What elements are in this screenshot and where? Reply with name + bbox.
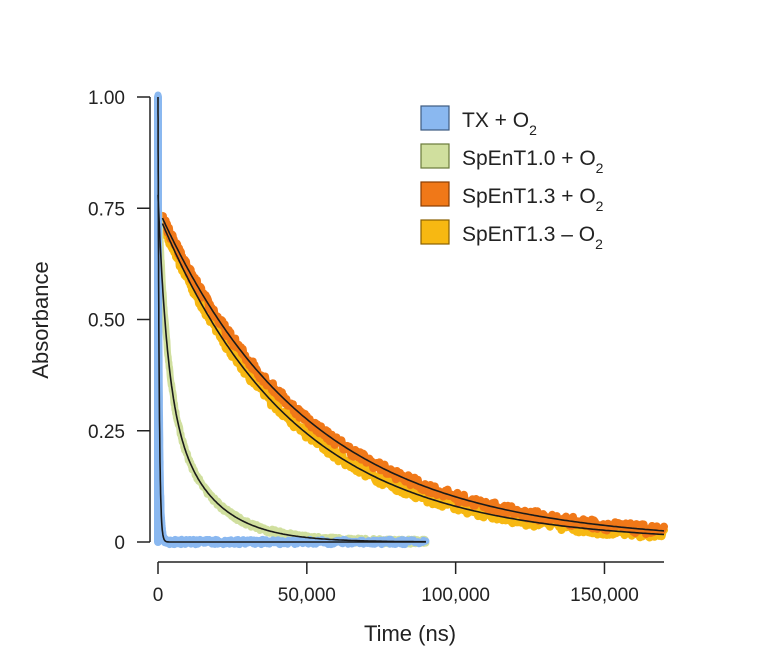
series-fit-curve <box>161 223 665 536</box>
series-trace <box>158 216 668 542</box>
legend-swatch <box>420 219 450 245</box>
legend-item: SpEnT1.0 + O2 <box>420 143 604 176</box>
y-ticks: 0 0.25 0.50 0.75 1.00 <box>88 88 150 554</box>
series-fit-curve <box>157 97 426 543</box>
legend-item: SpEnT1.3 – O2 <box>420 219 603 252</box>
legend-label: TX + O2 <box>462 109 537 138</box>
y-tick-label: 0.50 <box>88 311 125 332</box>
x-tick-label: 100,000 <box>421 585 490 606</box>
y-tick-label: 0 <box>114 533 125 554</box>
series-fit-curve <box>161 217 665 532</box>
series-trace <box>154 190 430 548</box>
legend-item: TX + O2 <box>420 105 537 138</box>
x-axis-title: Time (ns) <box>364 621 456 646</box>
legend-swatch <box>420 181 450 207</box>
legend-label: SpEnT1.3 + O2 <box>462 185 604 214</box>
y-tick-label: 1.00 <box>88 88 125 109</box>
y-axis-title: Absorbance <box>28 261 53 378</box>
series-trace <box>158 212 668 538</box>
series-data-path <box>154 190 430 548</box>
x-tick-label: 50,000 <box>278 585 336 606</box>
series-data-path <box>158 216 668 542</box>
series-fit-curve <box>157 194 426 543</box>
y-tick-label: 0.25 <box>88 422 125 443</box>
legend: TX + O2 SpEnT1.0 + O2 SpEnT1.3 + O2 SpEnT1.… <box>420 105 604 252</box>
legend-label: SpEnT1.0 + O2 <box>462 147 604 176</box>
series-data-path <box>158 212 668 538</box>
x-tick-label: 0 <box>153 585 164 606</box>
y-tick-label: 0.75 <box>88 199 125 220</box>
legend-swatch <box>420 105 450 131</box>
plot-area <box>154 91 668 549</box>
x-tick-label: 150,000 <box>570 585 639 606</box>
legend-label: SpEnT1.3 – O2 <box>462 223 603 252</box>
legend-swatch <box>420 143 450 169</box>
x-ticks: 0 50,000 100,000 150,000 <box>153 562 639 606</box>
legend-item: SpEnT1.3 + O2 <box>420 181 604 214</box>
